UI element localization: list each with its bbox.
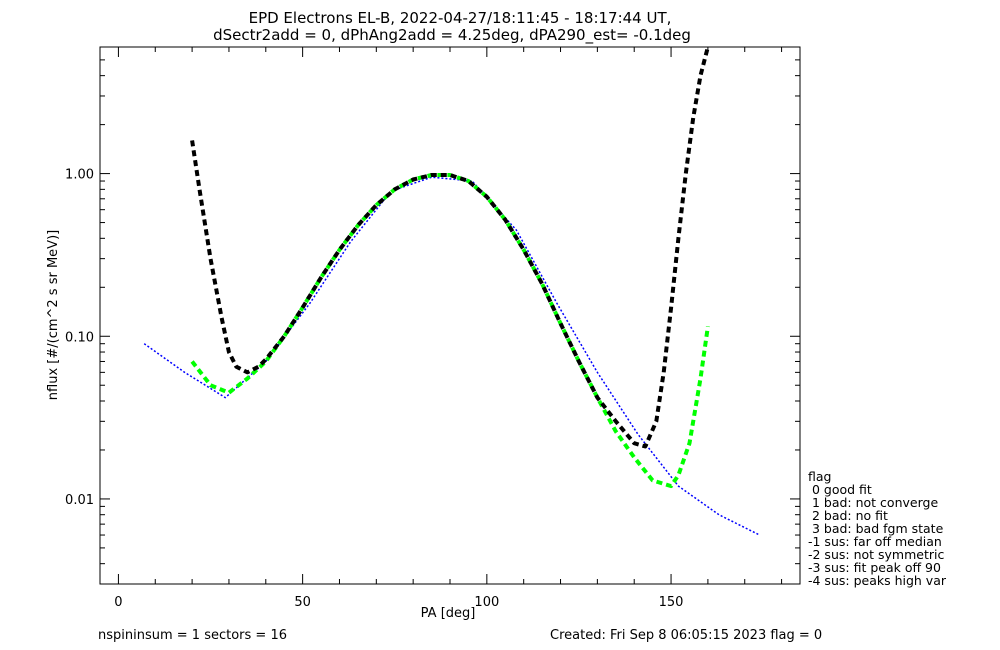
series-line-1 bbox=[190, 173, 710, 489]
x-tick-label: 150 bbox=[659, 595, 684, 610]
legend-entry: -1 sus: far off median bbox=[808, 534, 942, 549]
series-line-0 bbox=[143, 176, 760, 536]
y-tick-label: 0.10 bbox=[65, 330, 94, 345]
y-axis-label: nflux [#/(cm^2 s sr MeV)] bbox=[46, 230, 61, 400]
chart-title-line-1: EPD Electrons EL-B, 2022-04-27/18:11:45 … bbox=[249, 9, 672, 27]
x-tick-label: 100 bbox=[474, 595, 499, 610]
x-axis-label: PA [deg] bbox=[421, 606, 476, 621]
legend-entry: 2 bad: no fit bbox=[808, 508, 888, 523]
legend-entry: -2 sus: not symmetric bbox=[808, 547, 944, 562]
legend-entry: -3 sus: fit peak off 90 bbox=[808, 560, 941, 575]
footer-right-info: Created: Fri Sep 8 06:05:15 2023 flag = … bbox=[550, 628, 822, 643]
series-line-2 bbox=[190, 46, 710, 449]
footer-left-info: nspininsum = 1 sectors = 16 bbox=[98, 628, 287, 643]
y-tick-label: 1.00 bbox=[65, 168, 94, 183]
legend-title: flag bbox=[808, 469, 831, 484]
legend-entry: 0 good fit bbox=[808, 482, 872, 497]
chart-title-line-2: dSectr2add = 0, dPhAng2add = 4.25deg, dP… bbox=[213, 26, 691, 45]
legend-entry: 3 bad: bad fgm state bbox=[808, 521, 944, 536]
y-tick-label: 0.01 bbox=[65, 493, 94, 508]
legend-entry: -4 sus: peaks high var bbox=[808, 573, 947, 588]
series-layer bbox=[143, 46, 760, 536]
flag-legend: flag 0 good fit 1 bad: not converge 2 ba… bbox=[808, 469, 947, 588]
x-tick-label: 0 bbox=[114, 595, 122, 610]
legend-entry: 1 bad: not converge bbox=[808, 495, 938, 510]
x-tick-label: 50 bbox=[294, 595, 311, 610]
plot-frame bbox=[99, 46, 801, 585]
tick-layer: 0 50 100 150 0.01 0.10 1.00 bbox=[65, 46, 800, 610]
